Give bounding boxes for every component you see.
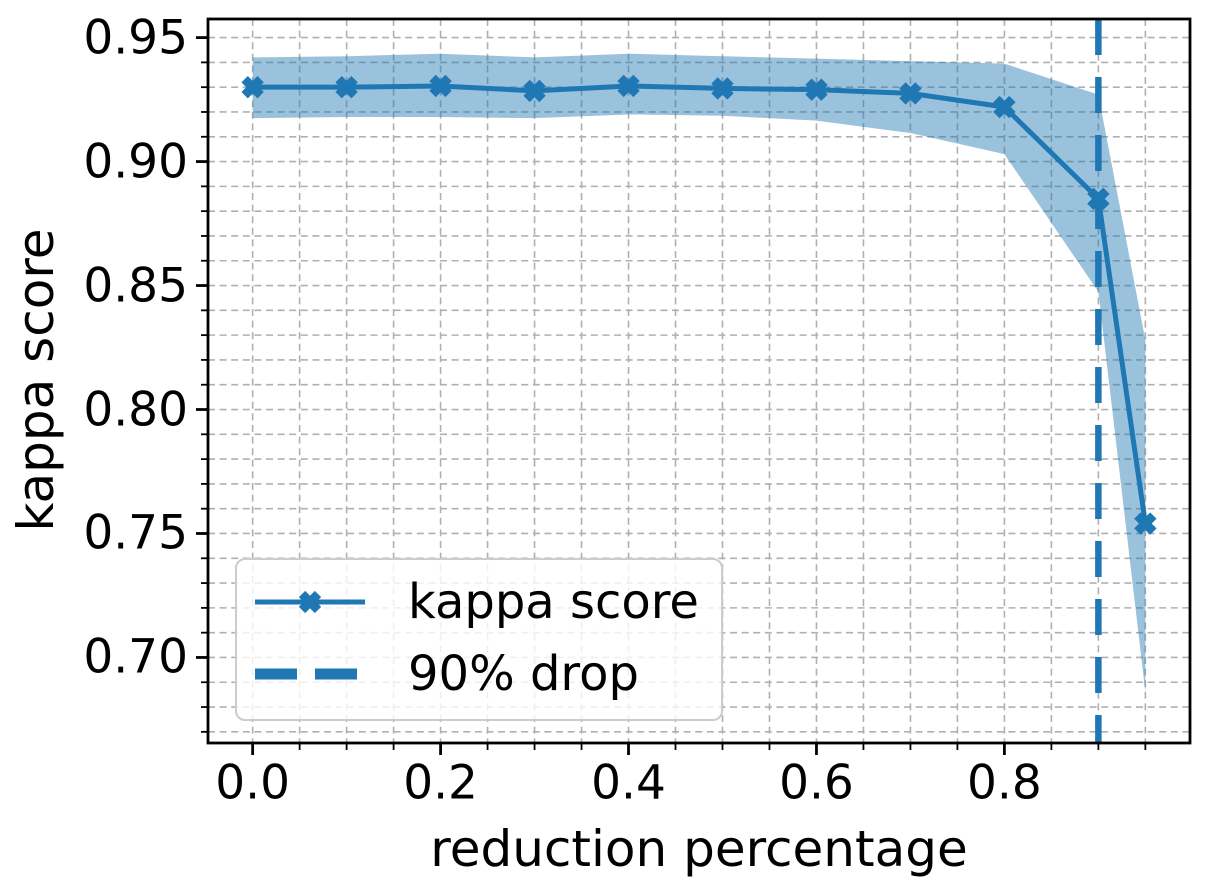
data-point-marker (899, 82, 922, 105)
y-tick-label: 0.85 (83, 258, 188, 314)
confidence-band (252, 53, 1146, 693)
y-tick-label: 0.80 (83, 382, 188, 437)
legend-label: 90% drop (408, 646, 639, 702)
data-point-marker (617, 74, 640, 98)
data-point-marker (805, 78, 828, 101)
x-axis-label: reduction percentage (430, 820, 968, 878)
data-point-markers (241, 74, 1157, 535)
data-point-marker (993, 95, 1016, 119)
data-point-marker (335, 76, 358, 99)
x-tick-label: 0.4 (591, 755, 666, 811)
y-tick-label: 0.75 (83, 505, 188, 561)
axis-ticks (196, 36, 1147, 755)
x-tick-label: 0.6 (779, 755, 854, 811)
x-tick-label: 0.2 (403, 755, 478, 811)
dashed-line-sample (255, 668, 359, 680)
data-point-marker (1134, 512, 1157, 535)
x-tick-label: 0.0 (215, 755, 290, 811)
legend: kappa score 90% drop (235, 558, 723, 721)
legend-label: kappa score (408, 574, 699, 630)
y-tick-label: 0.90 (83, 134, 188, 190)
line-with-x-marker-sample (255, 590, 365, 614)
y-tick-label: 0.70 (83, 629, 188, 685)
y-tick-label: 0.95 (83, 10, 188, 66)
data-point-marker (429, 74, 452, 98)
data-point-marker (711, 77, 734, 100)
legend-item-90-drop: 90% drop (252, 638, 721, 710)
data-point-marker (523, 79, 546, 103)
legend-item-kappa-score: kappa score (252, 566, 721, 638)
data-point-marker (1087, 187, 1110, 210)
data-point-marker (241, 76, 264, 99)
axes-spines (206, 17, 1192, 745)
x-tick-label: 0.8 (967, 755, 1042, 811)
